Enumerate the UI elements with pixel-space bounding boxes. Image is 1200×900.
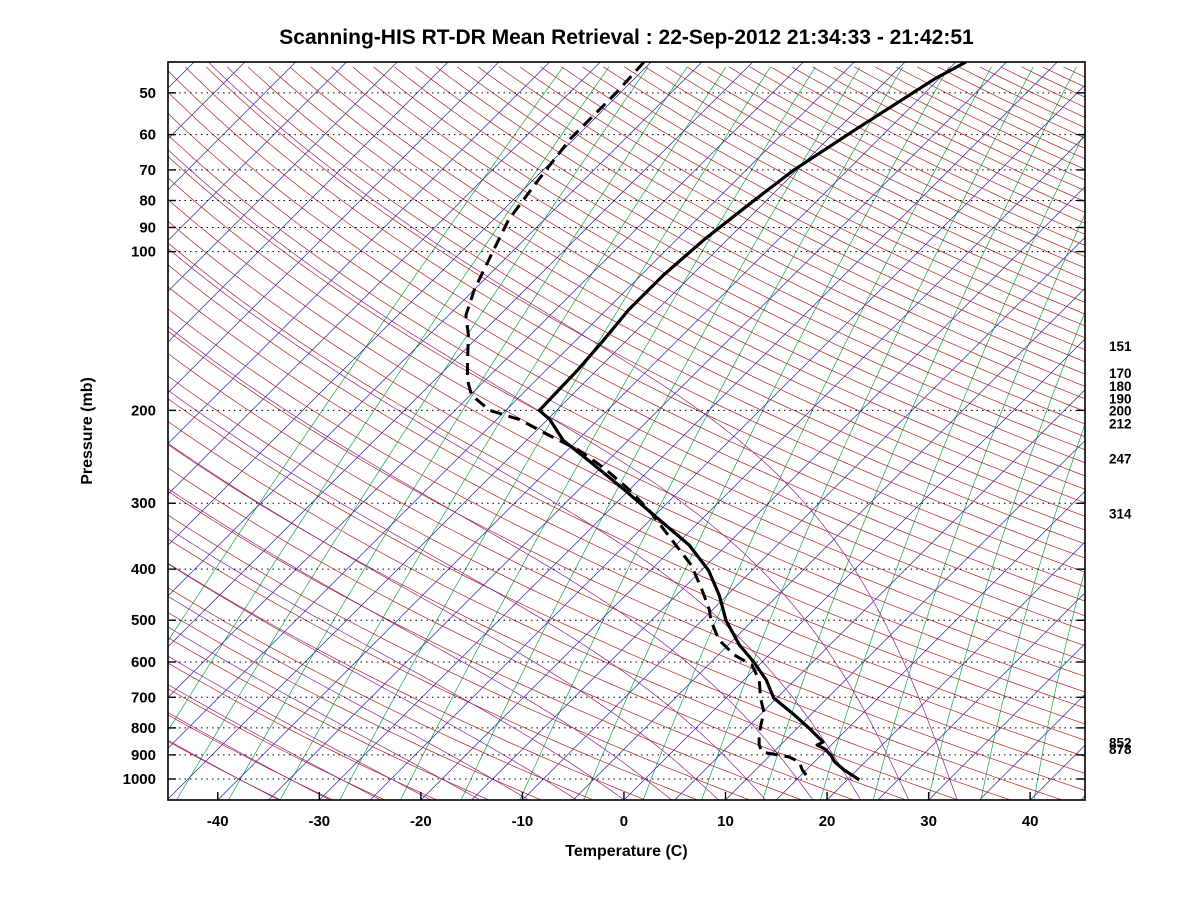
svg-text:200: 200 (1109, 403, 1132, 418)
x-axis-label: Temperature (C) (565, 843, 688, 860)
svg-text:30: 30 (920, 813, 937, 830)
svg-text:212: 212 (1109, 417, 1132, 432)
svg-text:90: 90 (139, 219, 156, 236)
svg-text:852: 852 (1109, 735, 1132, 750)
svg-text:-20: -20 (410, 813, 432, 830)
svg-text:40: 40 (1022, 813, 1039, 830)
svg-text:300: 300 (131, 495, 156, 512)
svg-text:314: 314 (1109, 507, 1132, 522)
svg-text:70: 70 (139, 162, 156, 179)
svg-text:600: 600 (131, 654, 156, 671)
svg-text:1000: 1000 (123, 771, 156, 788)
svg-text:20: 20 (819, 813, 836, 830)
svg-text:700: 700 (131, 689, 156, 706)
svg-text:900: 900 (131, 747, 156, 764)
svg-text:170: 170 (1109, 366, 1132, 381)
svg-text:-30: -30 (308, 813, 330, 830)
svg-text:151: 151 (1109, 339, 1132, 354)
svg-text:100: 100 (131, 244, 156, 261)
svg-text:247: 247 (1109, 452, 1132, 467)
y-axis-label: Pressure (mb) (79, 377, 96, 485)
svg-text:500: 500 (131, 612, 156, 629)
svg-text:60: 60 (139, 127, 156, 144)
svg-text:-40: -40 (207, 813, 229, 830)
svg-text:80: 80 (139, 192, 156, 209)
svg-text:10: 10 (717, 813, 734, 830)
svg-text:400: 400 (131, 561, 156, 578)
svg-text:190: 190 (1109, 392, 1132, 407)
svg-text:-10: -10 (512, 813, 534, 830)
svg-text:800: 800 (131, 720, 156, 737)
svg-text:180: 180 (1109, 379, 1132, 394)
svg-text:50: 50 (139, 85, 156, 102)
svg-text:878: 878 (1109, 742, 1132, 757)
svg-text:200: 200 (131, 402, 156, 419)
svg-text:0: 0 (620, 813, 628, 830)
chart-title: Scanning-HIS RT-DR Mean Retrieval : 22-S… (279, 26, 974, 49)
